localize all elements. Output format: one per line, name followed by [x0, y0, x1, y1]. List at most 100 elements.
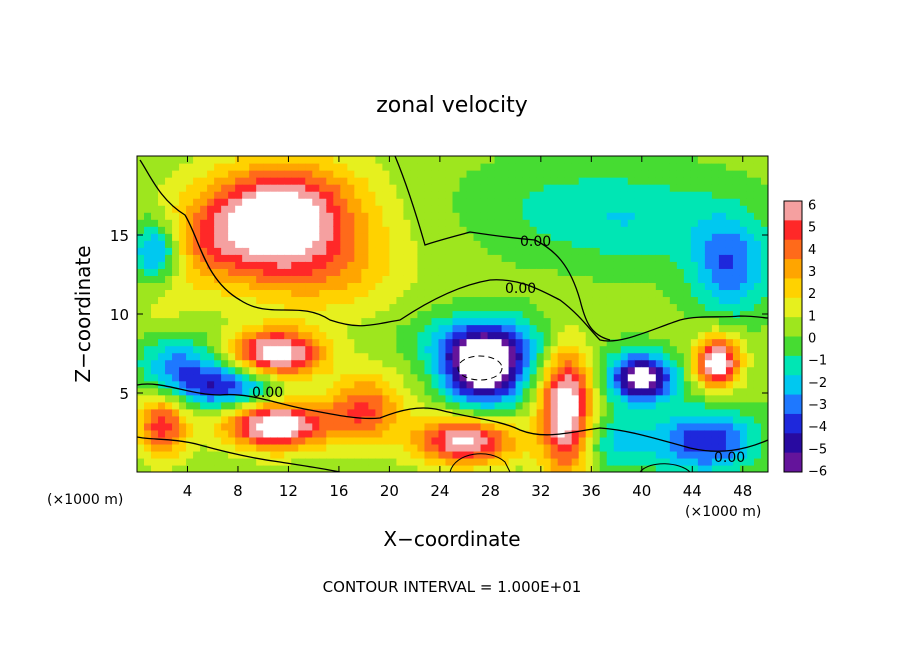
heatmap-cell [683, 163, 692, 171]
heatmap-cell [599, 303, 608, 312]
heatmap-cell [627, 205, 636, 213]
heatmap-cell [319, 352, 327, 361]
heatmap-cell [585, 247, 594, 255]
heatmap-cell [172, 261, 180, 269]
heatmap-cell [487, 247, 496, 255]
heatmap-cell [515, 450, 524, 459]
heatmap-cell [256, 345, 264, 354]
heatmap-cell [690, 310, 699, 319]
heatmap-cell [354, 177, 362, 185]
heatmap-cell [648, 282, 657, 291]
heatmap-cell [697, 212, 706, 220]
heatmap-cell [207, 387, 215, 396]
heatmap-cell [641, 317, 650, 326]
heatmap-cell [620, 296, 629, 305]
heatmap-cell [536, 366, 545, 375]
heatmap-cell [340, 254, 348, 262]
heatmap-cell [515, 226, 524, 234]
heatmap-cell [396, 233, 405, 241]
heatmap-cell [725, 275, 734, 283]
heatmap-cell [732, 352, 741, 361]
heatmap-cell [340, 212, 348, 220]
heatmap-cell [361, 345, 369, 354]
heatmap-cell [564, 240, 573, 248]
heatmap-cell [452, 443, 461, 452]
heatmap-cell [732, 303, 741, 312]
heatmap-cell [501, 422, 510, 431]
heatmap-cell [242, 394, 250, 403]
heatmap-cell [634, 408, 643, 417]
heatmap-cells [137, 156, 768, 472]
heatmap-cell [256, 247, 264, 255]
heatmap-cell [438, 394, 447, 403]
heatmap-cell [683, 366, 692, 375]
heatmap-cell [501, 156, 510, 164]
heatmap-cell [746, 296, 755, 305]
heatmap-cell [753, 408, 762, 417]
heatmap-cell [235, 205, 243, 213]
heatmap-cell [739, 212, 748, 220]
heatmap-cell [606, 303, 615, 312]
heatmap-cell [592, 443, 601, 452]
heatmap-cell [200, 156, 208, 164]
heatmap-cell [662, 282, 671, 291]
heatmap-cell [137, 205, 145, 213]
heatmap-cell [501, 177, 510, 185]
heatmap-cell [207, 205, 215, 213]
heatmap-cell [151, 443, 159, 452]
heatmap-cell [641, 373, 650, 382]
heatmap-cell [543, 366, 552, 375]
heatmap-cell [522, 457, 531, 466]
heatmap-cell [697, 184, 706, 192]
heatmap-cell [466, 345, 475, 354]
heatmap-cell [704, 408, 713, 417]
heatmap-cell [375, 275, 383, 283]
heatmap-cell [732, 261, 741, 269]
heatmap-cell [690, 296, 699, 305]
heatmap-cell [193, 233, 201, 241]
heatmap-cell [683, 233, 692, 241]
heatmap-cell [669, 373, 678, 382]
heatmap-cell [249, 394, 257, 403]
heatmap-cell [151, 429, 159, 438]
heatmap-cell [172, 177, 180, 185]
heatmap-cell [340, 408, 348, 417]
heatmap-cell [396, 268, 405, 276]
heatmap-cell [382, 443, 390, 452]
heatmap-cell [473, 303, 482, 312]
heatmap-cell [249, 366, 257, 375]
heatmap-cell [347, 387, 355, 396]
heatmap-cell [515, 296, 524, 305]
contour-interval-note: CONTOUR INTERVAL = 1.000E+01 [323, 578, 582, 596]
heatmap-cell [613, 156, 622, 164]
heatmap-cell [403, 289, 412, 298]
heatmap-cell [368, 191, 376, 199]
heatmap-cell [298, 205, 306, 213]
heatmap-cell [655, 275, 664, 283]
heatmap-cell [284, 275, 292, 283]
heatmap-cell [249, 233, 257, 241]
heatmap-cell [235, 366, 243, 375]
heatmap-cell [312, 289, 320, 298]
heatmap-cell [347, 205, 355, 213]
heatmap-cell [655, 310, 664, 319]
heatmap-cell [375, 373, 383, 382]
heatmap-cell [193, 296, 201, 305]
heatmap-cell [669, 247, 678, 255]
heatmap-cell [354, 205, 362, 213]
heatmap-cell [410, 219, 419, 227]
heatmap-cell [753, 345, 762, 354]
heatmap-cell [333, 387, 341, 396]
heatmap-cell [151, 324, 159, 333]
heatmap-cell [550, 170, 559, 178]
heatmap-cell [200, 282, 208, 291]
heatmap-cell [725, 457, 734, 466]
heatmap-cell [438, 254, 447, 262]
heatmap-cell [298, 415, 306, 424]
heatmap-cell [697, 247, 706, 255]
heatmap-cell [284, 387, 292, 396]
heatmap-cell [641, 310, 650, 319]
heatmap-cell [410, 352, 419, 361]
heatmap-cell [256, 415, 264, 424]
heatmap-cell [501, 436, 510, 445]
